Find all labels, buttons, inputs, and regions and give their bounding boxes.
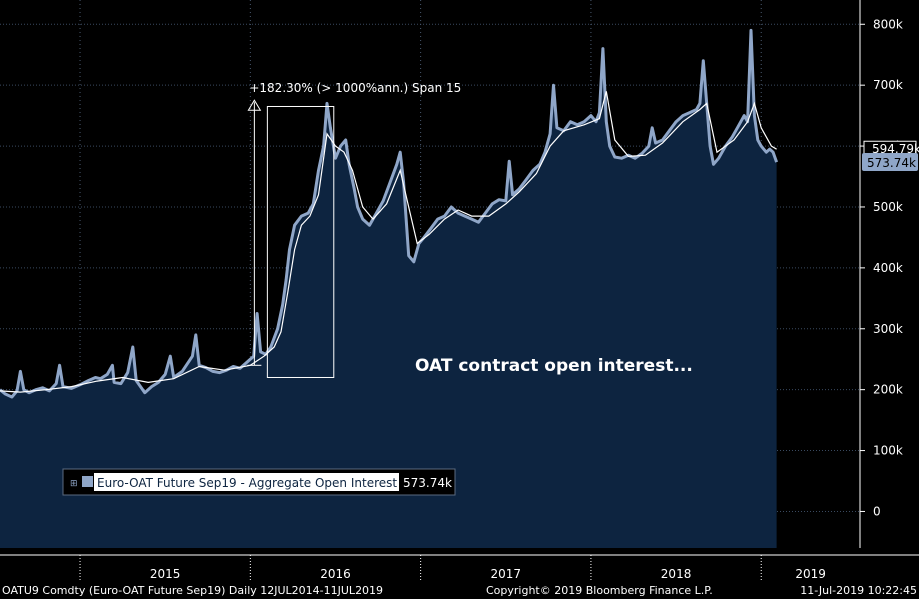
x-year-label: 2016 [320,567,351,581]
span-annotation: +182.30% (> 1000%ann.) Span 15 [247,81,461,378]
moving-average-line [0,91,777,393]
y-tick-label: 800k [873,17,903,31]
footer-timestamp: 11-Jul-2019 10:22:45 [800,584,917,597]
x-year-label: 2018 [661,567,692,581]
y-axis: 800k700k600k500k400k300k200k100k0 [859,0,903,548]
footer: OATU9 Comdty (Euro-OAT Future Sep19) Dai… [2,584,917,597]
y-tick-label: 300k [873,322,903,336]
open-interest-line [0,28,779,399]
span-arrow-icon [247,99,262,111]
y-tick-label: 400k [873,261,903,275]
x-year-label: 2015 [150,567,181,581]
span-box [266,105,335,378]
legend-square-icon [82,476,93,487]
y-tick-label: 500k [873,200,903,214]
value-badges: 594.79k 573.74k [862,140,919,172]
y-tick-label: 700k [873,78,903,92]
legend-label-bg [94,473,399,491]
legend-series-name: Euro-OAT Future Sep19 - Aggregate Open I… [97,476,397,490]
open-interest-area [0,30,777,548]
y-tick-label: 0 [873,504,881,518]
footer-copyright: Copyright© 2019 Bloomberg Finance L.P. [486,584,713,597]
x-year-label: 2019 [795,567,826,581]
ma-value-label: 594.79k [872,142,919,156]
legend-value: 573.74k [403,476,452,490]
legend-toggle-icon[interactable]: ⊞ [70,479,78,489]
last-value-label: 573.74k [867,156,916,170]
x-year-label: 2017 [491,567,522,581]
chart-caption: OAT contract open interest... [415,356,693,376]
last-value-badge [862,153,918,172]
span-label: +182.30% (> 1000%ann.) Span 15 [249,81,461,95]
legend: ⊞ Euro-OAT Future Sep19 - Aggregate Open… [62,468,456,496]
footer-ticker: OATU9 Comdty (Euro-OAT Future Sep19) Dai… [2,584,383,597]
y-tick-label: 100k [873,444,903,458]
x-axis: 2015 2016 2017 2018 2019 [0,554,919,581]
y-tick-label: 200k [873,383,903,397]
